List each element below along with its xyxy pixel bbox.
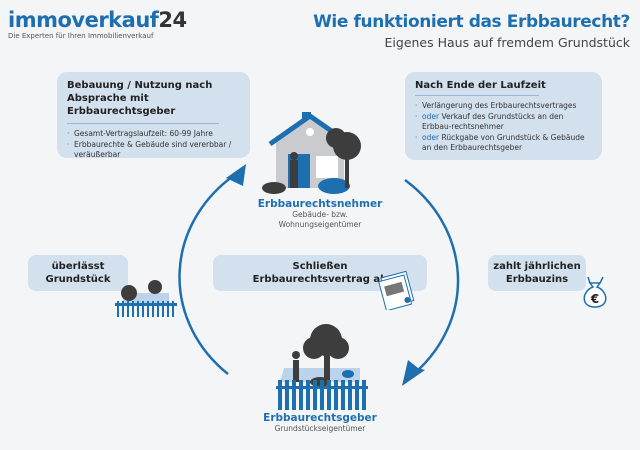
item-text: Rückgabe von Grundstück & Gebäude an den…	[422, 132, 585, 153]
logo-text: immoverkauf	[8, 8, 159, 32]
land-plot-icon	[115, 280, 177, 317]
arrow-left	[178, 172, 237, 375]
label-line: überlässt	[51, 261, 105, 272]
tagline: Die Experten für Ihren Immobilienverkauf	[8, 32, 154, 40]
label-vertrag: Schließen Erbbaurechtsvertrag ab	[213, 255, 427, 291]
label-line: Grundstück	[45, 274, 111, 285]
item-prefix: oder	[422, 111, 440, 121]
info-box-heading: Bebauung / Nutzung nach Absprache mit Er…	[67, 80, 213, 117]
role-title: Erbbaurechtsgeber	[263, 412, 377, 424]
role-title: Erbbaurechtsnehmer	[257, 198, 383, 210]
item-text: Verlängerung des Erbbaurechtsvertrages	[422, 101, 577, 110]
logo[interactable]: immoverkauf24	[8, 8, 187, 32]
euro-icon: €	[590, 292, 599, 306]
role-description: Grundstückseigentümer	[274, 424, 366, 433]
info-box-end-of-term: Nach Ende der Laufzeit Verlängerung des …	[405, 72, 602, 160]
page-subtitle: Eigenes Haus auf fremdem Grundstück	[384, 35, 630, 50]
page-title: Wie funktioniert das Erbbaurecht?	[313, 12, 630, 32]
label-line: zahlt jährlichen	[493, 261, 581, 272]
item-prefix: oder	[422, 132, 440, 142]
list-item: Gesamt-Vertragslaufzeit: 60-99 Jahre	[67, 129, 240, 140]
list-item: Erbbaurechte & Gebäude sind vererbbar / …	[67, 140, 240, 161]
label-ueberlaesst-grundstueck: überlässt Grundstück	[28, 255, 128, 291]
role-description: Gebäude- bzw.	[292, 210, 348, 219]
label-line: Schließen	[292, 261, 348, 272]
item-text: Verkauf des Grundstücks an den Erbbau-re…	[422, 111, 564, 132]
divider	[67, 123, 220, 124]
info-box-usage: Bebauung / Nutzung nach Absprache mit Er…	[57, 72, 250, 161]
info-box-heading: Nach Ende der Laufzeit	[415, 80, 546, 91]
house-icon	[262, 112, 361, 194]
label-erbbauzins: zahlt jährlichen Erbbauzins	[488, 255, 586, 291]
contract-document-icon	[378, 270, 415, 310]
arrowhead-left	[226, 164, 246, 186]
arrowhead-right	[402, 360, 425, 386]
divider	[415, 95, 539, 96]
list-item: oder Verkauf des Grundstücks an den Erbb…	[415, 112, 592, 133]
label-line: Erbbauzins	[505, 274, 569, 285]
list-item: oder Rückgabe von Grundstück & Gebäude a…	[415, 133, 592, 154]
role-erbbaurechtsnehmer: Erbbaurechtsnehmer Gebäude- bzw. Wohnung…	[240, 198, 400, 230]
money-bag-icon: €	[583, 276, 607, 308]
logo-number: 24	[158, 8, 187, 32]
label-line: Erbbaurechtsvertrag ab	[252, 274, 388, 285]
role-erbbaurechtsgeber: Erbbaurechtsgeber Grundstückseigentümer	[240, 412, 400, 434]
role-description: Wohnungseigentümer	[278, 220, 362, 229]
land-owner-icon	[276, 324, 368, 410]
list-item: Verlängerung des Erbbaurechtsvertrages	[415, 101, 592, 112]
arrow-right	[404, 178, 460, 373]
